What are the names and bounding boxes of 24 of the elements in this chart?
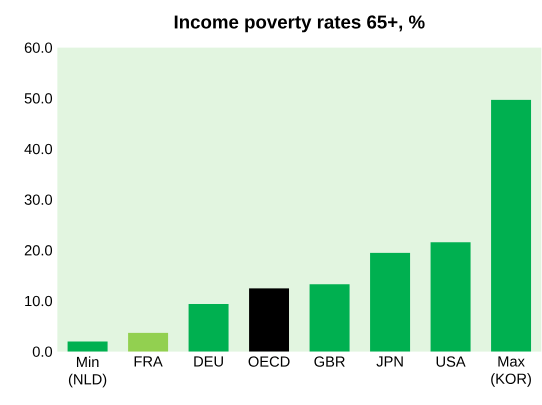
bar — [491, 100, 532, 352]
x-tick-label: JPN — [376, 356, 403, 367]
bar — [430, 242, 471, 352]
y-tick-label: 0.0 — [32, 346, 52, 357]
x-tick-label: Max (KOR) — [491, 356, 531, 387]
x-tick-label: DEU — [194, 356, 223, 367]
bar — [249, 288, 290, 352]
y-tick-label: 60.0 — [24, 42, 52, 53]
x-tick-label: FRA — [134, 356, 163, 366]
x-tick-label: GBR — [314, 356, 345, 367]
x-tick-label: Min (NLD) — [68, 356, 106, 388]
y-tick-label: 10.0 — [25, 296, 52, 306]
x-tick-label: USA — [436, 356, 466, 367]
bar — [68, 342, 108, 352]
chart-title: Income poverty rates 65+, % — [174, 15, 425, 32]
y-tick-label: 50.0 — [24, 93, 52, 104]
x-tick-label: OECD — [248, 356, 290, 367]
y-tick-label: 30.0 — [24, 194, 52, 205]
bar — [188, 304, 229, 352]
y-tick-label: 40.0 — [24, 144, 52, 154]
bar — [128, 332, 168, 352]
bar — [310, 284, 350, 352]
y-tick-label: 20.0 — [24, 245, 52, 256]
bar — [370, 252, 410, 352]
